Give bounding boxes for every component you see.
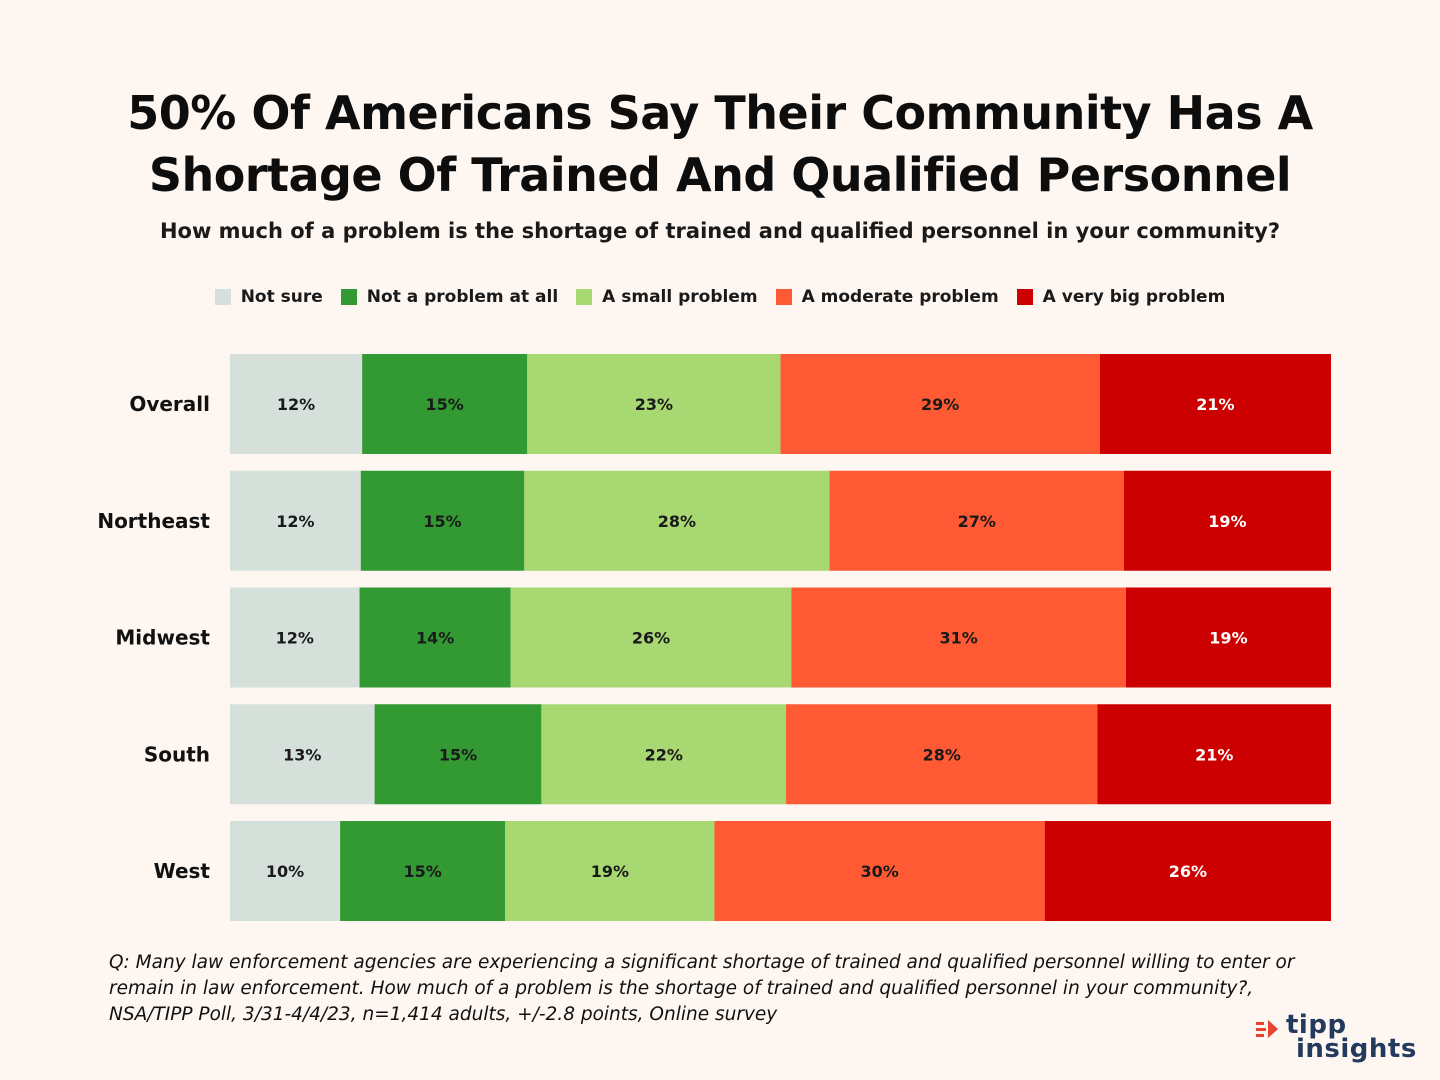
data-label-west-a-moderate-problem: 30% xyxy=(860,862,898,881)
data-label-northeast-a-very-big-problem: 19% xyxy=(1208,512,1246,531)
tipp-insights-logo: tipp insights xyxy=(1256,1010,1417,1070)
data-label-northeast-a-moderate-problem: 27% xyxy=(958,512,996,531)
logo-text-insights: insights xyxy=(1296,1034,1417,1064)
data-label-overall-not-a-problem-at-all: 15% xyxy=(426,395,464,414)
bar-segment-west-a-very-big-problem xyxy=(1044,821,1331,921)
legend-item-not-sure: Not sure xyxy=(214,287,323,307)
legend-swatch-not-a-problem xyxy=(340,289,357,305)
chart-subtitle: How much of a problem is the shortage of… xyxy=(159,219,1281,243)
legend-label-moderate-problem: A moderate problem xyxy=(801,287,999,307)
bar-segment-overall-not-sure xyxy=(230,354,363,454)
legend-label-very-big-problem: A very big problem xyxy=(1042,287,1226,307)
bar-segment-west-a-moderate-problem xyxy=(714,821,1045,921)
data-label-overall-a-very-big-problem: 21% xyxy=(1196,395,1234,414)
data-label-west-not-a-problem-at-all: 15% xyxy=(404,862,442,881)
legend-swatch-not-sure xyxy=(214,289,231,305)
category-label-west: West xyxy=(154,859,211,883)
category-label-overall: Overall xyxy=(129,392,210,416)
data-label-west-a-small-problem: 19% xyxy=(591,862,629,881)
legend-item-moderate-problem: A moderate problem xyxy=(775,287,999,307)
bar-segment-south-not-sure xyxy=(230,704,375,805)
bar-segment-overall-not-a-problem-at-all xyxy=(362,354,528,454)
legend-item-very-big-problem: A very big problem xyxy=(1016,287,1226,307)
bar-segment-overall-a-very-big-problem xyxy=(1099,354,1331,454)
data-label-south-a-small-problem: 22% xyxy=(645,745,683,764)
data-label-south-not-sure: 13% xyxy=(283,745,321,764)
data-label-overall-a-moderate-problem: 29% xyxy=(921,395,959,414)
data-label-south-a-moderate-problem: 28% xyxy=(923,745,961,764)
legend-swatch-very-big-problem xyxy=(1016,289,1033,305)
bar-segment-south-a-moderate-problem xyxy=(786,704,1098,805)
data-label-west-a-very-big-problem: 26% xyxy=(1169,862,1207,881)
bar-segment-midwest-not-a-problem-at-all xyxy=(359,587,511,688)
bar-segment-midwest-a-moderate-problem xyxy=(791,587,1126,688)
chart-title-line-2: Shortage Of Trained And Qualified Person… xyxy=(148,148,1292,202)
bar-segment-west-a-small-problem xyxy=(505,821,715,921)
data-label-midwest-not-a-problem-at-all: 14% xyxy=(416,629,454,648)
bar-segment-northeast-a-moderate-problem xyxy=(829,470,1124,571)
bar-segment-south-a-very-big-problem xyxy=(1097,704,1331,805)
data-label-west-not-sure: 10% xyxy=(266,862,304,881)
data-label-midwest-a-very-big-problem: 19% xyxy=(1209,629,1247,648)
logo-arrow-icon xyxy=(1256,1020,1278,1038)
bar-segment-midwest-not-sure xyxy=(230,587,360,688)
chart-title-line-1: 50% Of Americans Say Their Community Has… xyxy=(127,86,1313,140)
bar-segment-midwest-a-small-problem xyxy=(510,587,792,688)
category-label-northeast: Northeast xyxy=(97,509,210,533)
data-label-midwest-a-moderate-problem: 31% xyxy=(939,629,977,648)
bar-segment-south-not-a-problem-at-all xyxy=(374,704,542,805)
data-label-northeast-not-sure: 12% xyxy=(276,512,314,531)
legend-label-small-problem: A small problem xyxy=(602,287,758,307)
bar-segment-west-not-a-problem-at-all xyxy=(340,821,506,921)
footnote: Q: Many law enforcement agencies are exp… xyxy=(109,952,1295,1025)
data-label-midwest-not-sure: 12% xyxy=(276,629,314,648)
data-label-northeast-a-small-problem: 28% xyxy=(658,512,696,531)
category-label-midwest: Midwest xyxy=(115,626,210,650)
bar-segment-midwest-a-very-big-problem xyxy=(1125,587,1331,688)
bar-segment-northeast-not-a-problem-at-all xyxy=(360,470,525,571)
legend-swatch-small-problem xyxy=(576,289,593,305)
legend-item-not-a-problem: Not a problem at all xyxy=(340,287,559,307)
legend-label-not-sure: Not sure xyxy=(240,287,323,307)
logo-text-tipp: tipp xyxy=(1286,1010,1347,1040)
legend-swatch-moderate-problem xyxy=(775,289,792,305)
bar-segment-west-not-sure xyxy=(230,821,341,921)
legend-item-small-problem: A small problem xyxy=(576,287,758,307)
data-label-overall-not-sure: 12% xyxy=(277,395,315,414)
bar-segment-northeast-a-very-big-problem xyxy=(1123,470,1331,571)
bar-segment-south-a-small-problem xyxy=(541,704,787,805)
data-label-south-a-very-big-problem: 21% xyxy=(1195,745,1233,764)
data-label-overall-a-small-problem: 23% xyxy=(635,395,673,414)
chart-title: 50% Of Americans Say Their Community Has… xyxy=(0,82,1440,206)
bar-segment-overall-a-moderate-problem xyxy=(780,354,1100,454)
data-label-northeast-not-a-problem-at-all: 15% xyxy=(423,512,461,531)
category-label-south: South xyxy=(144,742,210,766)
bar-segment-northeast-not-sure xyxy=(230,470,361,571)
bar-segment-northeast-a-small-problem xyxy=(524,470,830,571)
chart-legend: Not sure Not a problem at all A small pr… xyxy=(0,287,1440,307)
legend-label-not-a-problem: Not a problem at all xyxy=(366,287,559,307)
bar-segment-overall-a-small-problem xyxy=(527,354,781,454)
data-label-midwest-a-small-problem: 26% xyxy=(632,629,670,648)
data-label-south-not-a-problem-at-all: 15% xyxy=(439,745,477,764)
